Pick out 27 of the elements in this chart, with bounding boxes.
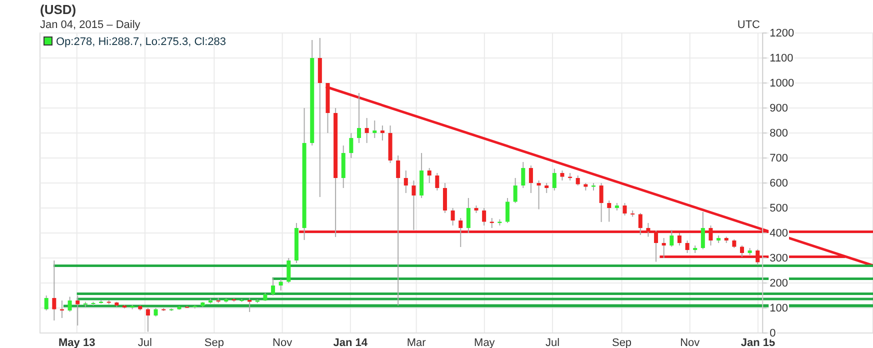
- x-tick-label: May 13: [58, 336, 96, 348]
- x-tick-label: Jul: [138, 336, 152, 348]
- y-tick-label: 100: [770, 302, 788, 315]
- chart-subtitle: Jan 04, 2015 – Daily: [40, 19, 141, 31]
- x-tick-label: Nov: [680, 336, 700, 348]
- x-tick-label: Nov: [272, 336, 293, 348]
- annotation: Op:278, Hi:288.7, Lo:275.3, Cl:283: [56, 36, 226, 48]
- y-tick-label: 400: [770, 228, 788, 240]
- x-tick-label: Sep: [204, 336, 224, 348]
- x-tick-label: May: [474, 336, 496, 348]
- y-tick-label: 1200: [770, 28, 794, 40]
- x-tick-label: Jan 14: [333, 336, 368, 348]
- y-tick-label: 700: [770, 152, 788, 165]
- y-tick-label: 900: [770, 102, 788, 115]
- chart-title: (USD): [40, 2, 76, 17]
- x-tick-label: Mar: [406, 336, 426, 348]
- y-tick-label: 0: [770, 328, 776, 340]
- y-tick-label: 600: [770, 178, 788, 190]
- y-tick-label: 200: [770, 278, 788, 290]
- y-tick-label: 300: [770, 252, 788, 265]
- y-tick-label: 1000: [770, 78, 794, 90]
- text: UTC: [737, 19, 760, 31]
- y-tick-label: 800: [770, 128, 788, 140]
- y-tick-label: 1100: [770, 52, 794, 65]
- x-tick-label: Jul: [546, 336, 560, 348]
- x-tick-label: Sep: [612, 336, 632, 348]
- y-tick-label: 500: [770, 202, 788, 215]
